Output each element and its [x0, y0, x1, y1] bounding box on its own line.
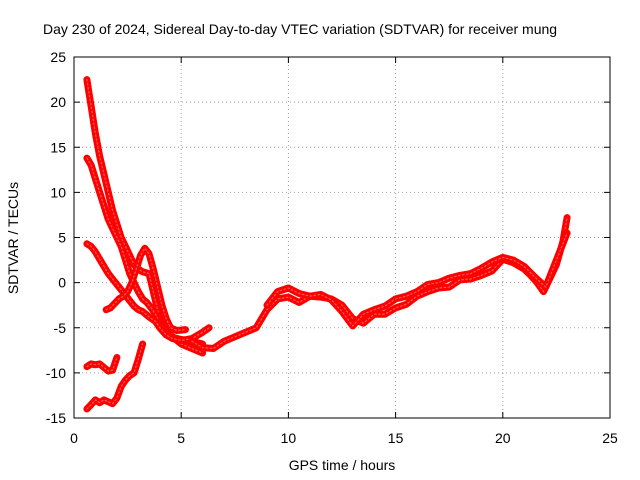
y-tick-label: -5: [54, 320, 67, 336]
grid-lines: [74, 57, 610, 418]
y-tick-label: 25: [50, 49, 66, 65]
series-trace-8-markers: [266, 232, 568, 327]
y-tick-label: 10: [50, 184, 66, 200]
y-tick-label: 20: [50, 94, 66, 110]
series-trace-8: [263, 229, 571, 330]
data-series: [83, 76, 571, 413]
series-trace-6-markers: [86, 343, 144, 410]
y-tick-label: 15: [50, 139, 66, 155]
x-tick-label: 10: [281, 430, 297, 446]
x-axis-label: GPS time / hours: [289, 457, 396, 473]
x-tick-label: 5: [177, 430, 185, 446]
x-tick-label: 0: [70, 430, 78, 446]
axis-ticks: 0 5 10 15 20 25 -15 -10 -5 0 5 10 15 20 25: [46, 49, 618, 446]
x-tick-label: 25: [602, 430, 618, 446]
series-trace-3-markers: [86, 243, 210, 341]
series-trace-4-markers: [105, 247, 187, 332]
x-tick-label: 20: [495, 430, 511, 446]
series-trace-6: [83, 340, 147, 413]
y-axis-label: SDTVAR / TECUs: [5, 182, 21, 294]
series-trace-1-markers: [86, 78, 204, 345]
y-tick-label: -10: [46, 365, 66, 381]
y-tick-label: 5: [58, 230, 66, 246]
x-tick-label: 15: [388, 430, 404, 446]
y-tick-label: 0: [58, 275, 66, 291]
chart-title: Day 230 of 2024, Sidereal Day-to-day VTE…: [43, 21, 557, 37]
series-trace-5-markers: [86, 356, 118, 372]
y-tick-label: -15: [46, 410, 66, 426]
plot-frame: [73, 56, 611, 419]
